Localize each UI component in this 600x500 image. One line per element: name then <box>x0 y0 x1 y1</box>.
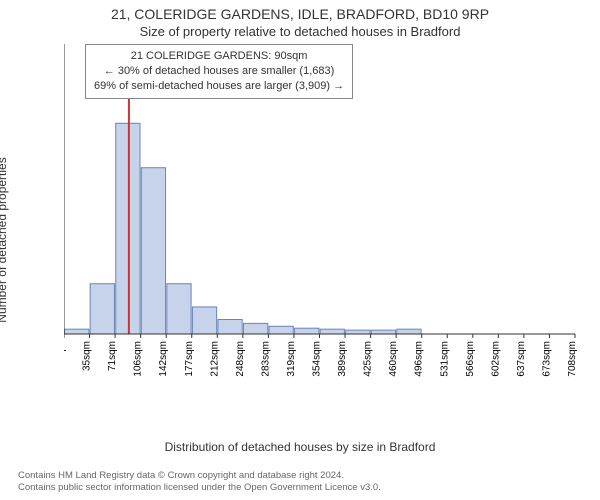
footer-attribution: Contains HM Land Registry data © Crown c… <box>18 470 381 494</box>
svg-text:35sqm: 35sqm <box>82 341 93 371</box>
svg-text:425sqm: 425sqm <box>363 341 374 377</box>
histogram-bar <box>269 326 293 334</box>
histogram-bar <box>167 284 191 334</box>
histogram-bar <box>65 329 89 334</box>
svg-text:708sqm: 708sqm <box>567 341 578 377</box>
svg-text:602sqm: 602sqm <box>490 341 501 377</box>
x-ticks: 0sqm 35sqm 71sqm 106sqm 142sqm 177sqm 212sqm 24… <box>64 334 578 377</box>
histogram-bar <box>295 328 319 334</box>
x-axis-label: Distribution of detached houses by size … <box>0 440 600 454</box>
y-axis-label: Number of detached properties <box>0 75 9 240</box>
svg-text:212sqm: 212sqm <box>209 341 220 377</box>
histogram-bar <box>116 123 140 334</box>
histogram-bar <box>192 307 216 334</box>
svg-text:566sqm: 566sqm <box>465 341 476 377</box>
histogram-bar <box>346 330 370 334</box>
svg-text:389sqm: 389sqm <box>337 341 348 377</box>
svg-text:0sqm: 0sqm <box>64 341 67 365</box>
svg-text:142sqm: 142sqm <box>158 341 169 377</box>
svg-text:531sqm: 531sqm <box>439 341 450 377</box>
histogram-bar <box>397 329 421 334</box>
svg-text:673sqm: 673sqm <box>541 341 552 377</box>
svg-text:71sqm: 71sqm <box>107 341 118 371</box>
svg-text:248sqm: 248sqm <box>235 341 246 377</box>
svg-text:319sqm: 319sqm <box>286 341 297 377</box>
svg-text:177sqm: 177sqm <box>184 341 195 377</box>
svg-text:106sqm: 106sqm <box>133 341 144 377</box>
info-box-line3: 69% of semi-detached houses are larger (… <box>94 79 344 94</box>
footer-line1: Contains HM Land Registry data © Crown c… <box>18 470 381 482</box>
svg-text:283sqm: 283sqm <box>260 341 271 377</box>
histogram-bars <box>65 123 421 334</box>
histogram-bar <box>141 168 165 334</box>
histogram-bar <box>218 320 242 335</box>
chart-root: { "titles": { "line1": "21, COLERIDGE GA… <box>0 0 600 500</box>
footer-line2: Contains public sector information licen… <box>18 482 381 494</box>
histogram-bar <box>371 330 395 334</box>
histogram-bar <box>90 284 114 334</box>
svg-text:496sqm: 496sqm <box>414 341 425 377</box>
info-box-line1: 21 COLERIDGE GARDENS: 90sqm <box>94 49 344 64</box>
svg-text:637sqm: 637sqm <box>516 341 527 377</box>
info-box-line2: ← 30% of detached houses are smaller (1,… <box>94 64 344 79</box>
chart-title-address: 21, COLERIDGE GARDENS, IDLE, BRADFORD, B… <box>0 6 600 22</box>
info-box: 21 COLERIDGE GARDENS: 90sqm ← 30% of det… <box>85 44 353 99</box>
svg-text:354sqm: 354sqm <box>312 341 323 377</box>
chart-title-sub: Size of property relative to detached ho… <box>0 24 600 39</box>
svg-text:460sqm: 460sqm <box>388 341 399 377</box>
histogram-bar <box>243 323 267 334</box>
histogram-bar <box>320 329 344 334</box>
